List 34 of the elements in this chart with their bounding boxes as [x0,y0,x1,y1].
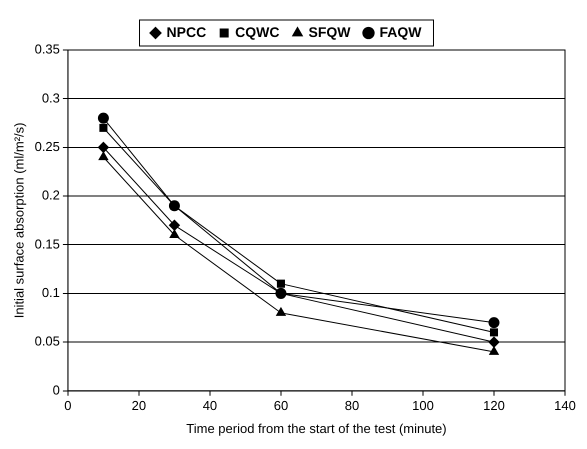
point [168,220,180,231]
y-axis-title: Initial surface absorption (ml/m²/s) [11,122,26,318]
point [490,328,498,336]
y-tick-label: 0.2 [42,188,60,203]
y-tick-label: 0.25 [34,138,60,154]
point [98,152,108,160]
x-axis-title: Time period from the start of the test (minute) [186,420,447,436]
x-tick-label: 20 [132,398,146,414]
point [170,230,180,238]
y-tick-label: 0.1 [42,285,60,300]
point [98,142,109,153]
point [488,336,500,348]
point [99,124,108,132]
y-tick-label: 0.05 [34,334,60,349]
x-tick-label: 60 [274,398,288,414]
legend-label: SFQW [308,24,352,40]
x-tick-label: 100 [412,398,434,414]
x-tick-label: 120 [483,398,505,414]
point [276,280,285,288]
y-tick-label: 0 [52,382,60,398]
y-tick-label: 0.15 [34,236,60,252]
x-tick-label: 0 [64,398,72,414]
y-tick-label: 0.35 [34,42,60,57]
legend-label: NPCC [166,24,206,40]
x-tick-label: 80 [344,398,360,414]
point [489,346,499,355]
x-tick-label: 140 [554,398,576,414]
point [276,307,286,316]
y-tick-label: 0.3 [42,90,60,106]
legend-label: FAQW [379,24,422,40]
x-tick-label: 40 [202,398,218,414]
legend-label: CQWC [235,24,280,40]
point [98,112,109,124]
point [488,317,500,328]
